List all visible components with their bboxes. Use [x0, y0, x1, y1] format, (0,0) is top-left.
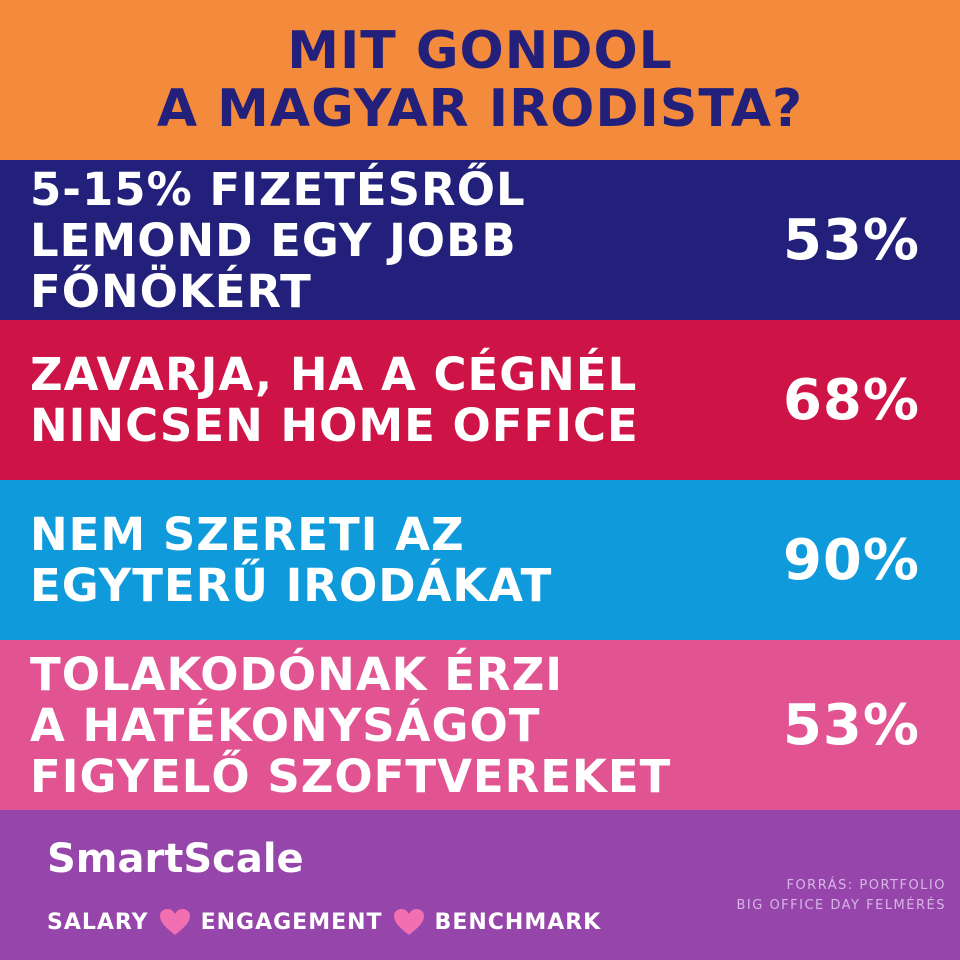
brand-logo: SmartScale — [47, 836, 304, 882]
stat-line: A HATÉKONYSÁGOT — [30, 698, 541, 752]
stat-line: NEM SZERETI AZ — [30, 508, 465, 561]
tagline-word: SALARY — [47, 909, 149, 935]
stat-percent: 68% — [782, 367, 920, 433]
stat-line: NINCSEN HOME OFFICE — [30, 399, 639, 452]
stat-text: TOLAKODÓNAK ÉRZI A HATÉKONYSÁGOT FIGYELŐ… — [30, 640, 730, 810]
source-line: FORRÁS: PORTFOLIO — [786, 878, 946, 893]
stat-line: FIGYELŐ SZOFTVEREKET — [30, 749, 672, 803]
source-line: BIG OFFICE DAY FELMÉRÉS — [736, 898, 946, 913]
tagline: SALARY ENGAGEMENT BENCHMARK — [47, 902, 601, 942]
stat-text: 5-15% FIZETÉSRŐL LEMOND EGY JOBB FŐNÖKÉR… — [30, 160, 730, 320]
stat-row-monitoring-software: TOLAKODÓNAK ÉRZI A HATÉKONYSÁGOT FIGYELŐ… — [0, 640, 960, 810]
header-banner: MIT GONDOL A MAGYAR IRODISTA? — [0, 0, 960, 160]
stat-text: NEM SZERETI AZ EGYTERŰ IRODÁKAT — [30, 480, 730, 640]
stat-percent: 53% — [782, 207, 920, 273]
stat-line: TOLAKODÓNAK ÉRZI — [30, 647, 563, 701]
stat-line: FŐNÖKÉRT — [30, 264, 312, 318]
source-note: FORRÁS: PORTFOLIO BIG OFFICE DAY FELMÉRÉ… — [736, 876, 946, 916]
footer-banner — [0, 810, 960, 960]
heart-icon — [393, 909, 424, 935]
stat-row-better-boss: 5-15% FIZETÉSRŐL LEMOND EGY JOBB FŐNÖKÉR… — [0, 160, 960, 320]
stat-row-home-office: ZAVARJA, HA A CÉGNÉL NINCSEN HOME OFFICE… — [0, 320, 960, 480]
stat-line: ZAVARJA, HA A CÉGNÉL — [30, 348, 638, 401]
stat-percent: 90% — [782, 527, 920, 593]
heart-icon — [159, 909, 190, 935]
stat-row-open-office: NEM SZERETI AZ EGYTERŰ IRODÁKAT 90% — [0, 480, 960, 640]
stat-line: EGYTERŰ IRODÁKAT — [30, 559, 553, 612]
tagline-word: BENCHMARK — [434, 909, 602, 935]
stat-line: LEMOND EGY JOBB — [30, 213, 517, 267]
stat-text: ZAVARJA, HA A CÉGNÉL NINCSEN HOME OFFICE — [30, 320, 730, 480]
tagline-word: ENGAGEMENT — [200, 909, 383, 935]
stat-percent: 53% — [782, 692, 920, 758]
title-line-2: A MAGYAR IRODISTA? — [156, 79, 804, 139]
title-line-1: MIT GONDOL — [287, 21, 673, 81]
stat-line: 5-15% FIZETÉSRŐL — [30, 162, 526, 216]
